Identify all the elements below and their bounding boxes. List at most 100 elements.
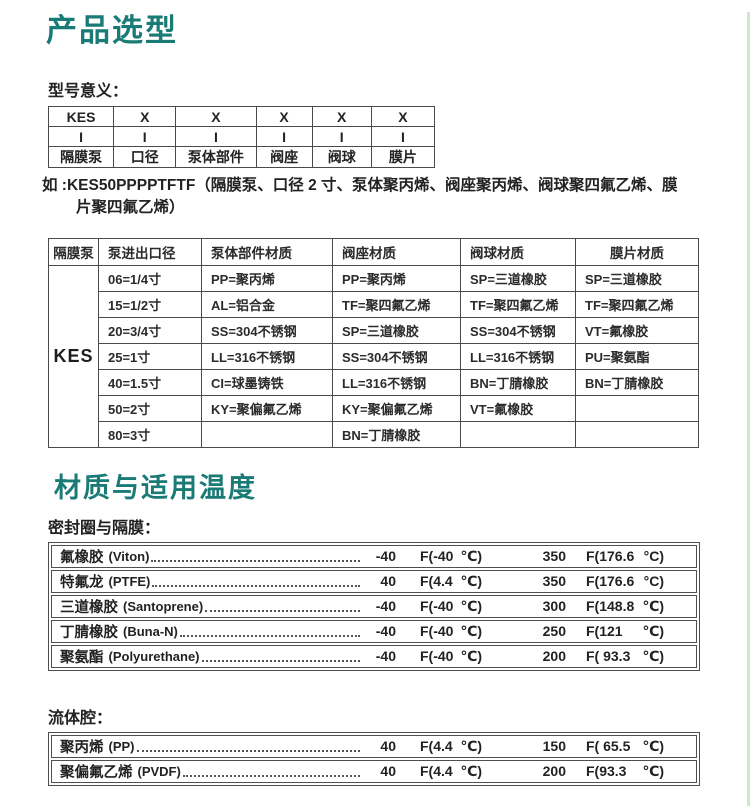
material-name-en: (Santoprene) [123,598,204,614]
material-name-en: (Polyurethane) [108,648,200,664]
material-name: 三道橡胶 [60,599,118,616]
leader-dots [152,584,360,587]
table-cell: 50=2寸 [98,394,202,422]
table-cell: LL=316不锈钢 [201,342,333,370]
table-cell: X [113,106,177,127]
celsius-unit: °C) [643,573,664,590]
table-row: 聚丙烯 (PP) 40 F(4.4 ℃) 150 F( 65.5 ℃) [51,734,697,758]
material-name: 氟橡胶 [60,549,104,566]
column-header: 阀球材质 [460,237,576,266]
temp-min-f: -40 [375,548,396,565]
table-cell: I [113,126,177,147]
table-cell: KY=聚偏氟乙烯 [201,394,333,422]
table-row: 20=3/4寸 SS=304不锈钢 SP=三道橡胶 SS=304不锈钢 VT=氟… [49,316,699,344]
table-row: KES X X X X X [47,106,436,127]
celsius-unit: ℃) [460,572,482,589]
table-cell: SS=304不锈钢 [460,316,576,344]
celsius-unit: ℃) [642,647,664,664]
seal-temperature-table: 氟橡胶 (Viton) -40 F(-40 ℃) 350 F(176.6 °C) 特… [48,541,700,671]
temp-max-c: F(121 ℃) [586,623,664,640]
table-cell: CI=球墨铸铁 [201,368,333,396]
temp-min-c-value: F(-40 [420,622,454,639]
temp-min-c: F(4.4 ℃) [420,738,482,755]
temp-max-c-value: F(176.6 [586,548,635,565]
table-cell: BN=丁腈橡胶 [332,420,461,448]
table-cell: PP=聚丙烯 [201,264,333,292]
celsius-unit: ℃) [460,547,482,564]
fluid-temperature-table: 聚丙烯 (PP) 40 F(4.4 ℃) 150 F( 65.5 ℃) 聚偏氟乙烯 … [48,731,700,786]
table-cell: X [370,106,436,127]
table-cell: 06=1/4寸 [98,264,202,292]
temp-max-f: 150 [542,738,566,755]
table-cell: PU=聚氨酯 [575,342,699,370]
table-row: 丁腈橡胶 (Buna-N) -40 F(-40 ℃) 250 F(121 ℃) [51,619,697,643]
model-example-line1: 如 :KES50PPPPTFTF（隔膜泵、口径 2 寸、泵体聚丙烯、阀座聚丙烯、… [42,177,678,194]
leader-dots [205,609,360,612]
temp-min-c: F(-40 ℃) [420,648,482,665]
table-cell: KES [47,106,115,127]
temp-min-c: F(4.4 ℃) [420,763,482,780]
table-cell: SS=304不锈钢 [201,316,333,344]
table-cell: 20=3/4寸 [98,316,202,344]
table-cell: LL=316不锈钢 [460,342,576,370]
table-row: 15=1/2寸 AL=铝合金 TF=聚四氟乙烯 TF=聚四氟乙烯 TF=聚四氟乙… [49,290,699,318]
table-cell: TF=聚四氟乙烯 [575,290,699,318]
table-cell: TF=聚四氟乙烯 [460,290,576,318]
table-row: KES 06=1/4寸 PP=聚丙烯 PP=聚丙烯 SP=三道橡胶 SP=三道橡… [48,264,699,448]
spec-page: { "colors": { "accent": "#1a7a76", "edge… [0,12,750,806]
celsius-unit: ℃) [642,762,664,779]
table-cell: 15=1/2寸 [98,290,202,318]
material-name: 聚丙烯 [60,739,104,756]
leader-dots [182,774,360,777]
temp-min-c-value: F(4.4 [420,737,453,754]
table-row: 三道橡胶 (Santoprene) -40 F(-40 ℃) 300 F(148.… [51,594,697,618]
temp-min-c-value: F(4.4 [420,762,453,779]
column-header: 膜片材质 [575,237,699,266]
table-header-row: 隔膜泵 泵进出口径 泵体部件材质 阀座材质 阀球材质 膜片材质 [48,237,699,266]
table-cell: X [255,106,313,127]
table-cell: VT=氟橡胶 [575,316,699,344]
leader-dots [151,559,360,562]
table-cell: SP=三道橡胶 [575,264,699,292]
temp-min-c-value: F(-40 [420,597,454,614]
table-cell: 40=1.5寸 [98,368,202,396]
table-cell [575,420,699,448]
temp-max-c: F(176.6 °C) [586,573,664,589]
material-name-en: (PVDF) [137,763,181,779]
temp-max-c: F(148.8 ℃) [586,598,664,615]
product-selection-table: 隔膜泵 泵进出口径 泵体部件材质 阀座材质 阀球材质 膜片材质 KES 06=1… [48,237,699,448]
table-cell: 口径 [113,146,177,168]
table-row: 特氟龙 (PTFE) 40 F(4.4 ℃) 350 F(176.6 °C) [51,569,697,593]
table-cell: BN=丁腈橡胶 [460,368,576,396]
table-row: 25=1寸 LL=316不锈钢 SS=304不锈钢 LL=316不锈钢 PU=聚… [49,342,699,370]
celsius-unit: ℃) [460,622,482,639]
material-name-en: (PTFE) [108,573,151,589]
temp-max-c: F( 93.3 ℃) [586,648,664,665]
temp-min-c: F(-40 ℃) [420,623,482,640]
table-row: 氟橡胶 (Viton) -40 F(-40 ℃) 350 F(176.6 °C) [51,544,697,568]
temp-min-c: F(-40 ℃) [420,548,482,565]
material-name-en: (Viton) [108,548,150,564]
temp-max-c-value: F(176.6 [586,573,635,590]
celsius-unit: ℃) [642,597,664,614]
temp-max-f: 300 [542,598,566,615]
model-example-line2: 片聚四氟乙烯） [76,199,185,217]
model-example-text: 如 :KES50PPPPTFTF（隔膜泵、口径 2 寸、泵体聚丙烯、阀座聚丙烯、… [42,175,750,220]
temp-max-f: 350 [542,548,566,565]
table-cell: 隔膜泵 [47,146,115,168]
temp-max-f: 200 [542,763,566,780]
material-name-en: (PP) [108,738,135,754]
table-cell: 25=1寸 [98,342,202,370]
column-header: 隔膜泵 [48,237,99,266]
table-row: 50=2寸 KY=聚偏氟乙烯 KY=聚偏氟乙烯 VT=氟橡胶 [49,394,699,422]
table-cell: SS=304不锈钢 [332,342,461,370]
table-cell: SP=三道橡胶 [460,264,576,292]
page-title: 产品选型 [46,13,178,48]
section-title-materials: 材质与适用温度 [54,472,257,503]
temp-min-c-value: F(4.4 [420,572,453,589]
temp-min-f: -40 [375,598,396,615]
table-cell: I [370,126,436,147]
table-cell: I [255,126,313,147]
table-row: 隔膜泵 口径 泵体部件 阀座 阀球 膜片 [47,146,436,168]
table-cell: KY=聚偏氟乙烯 [332,394,461,422]
